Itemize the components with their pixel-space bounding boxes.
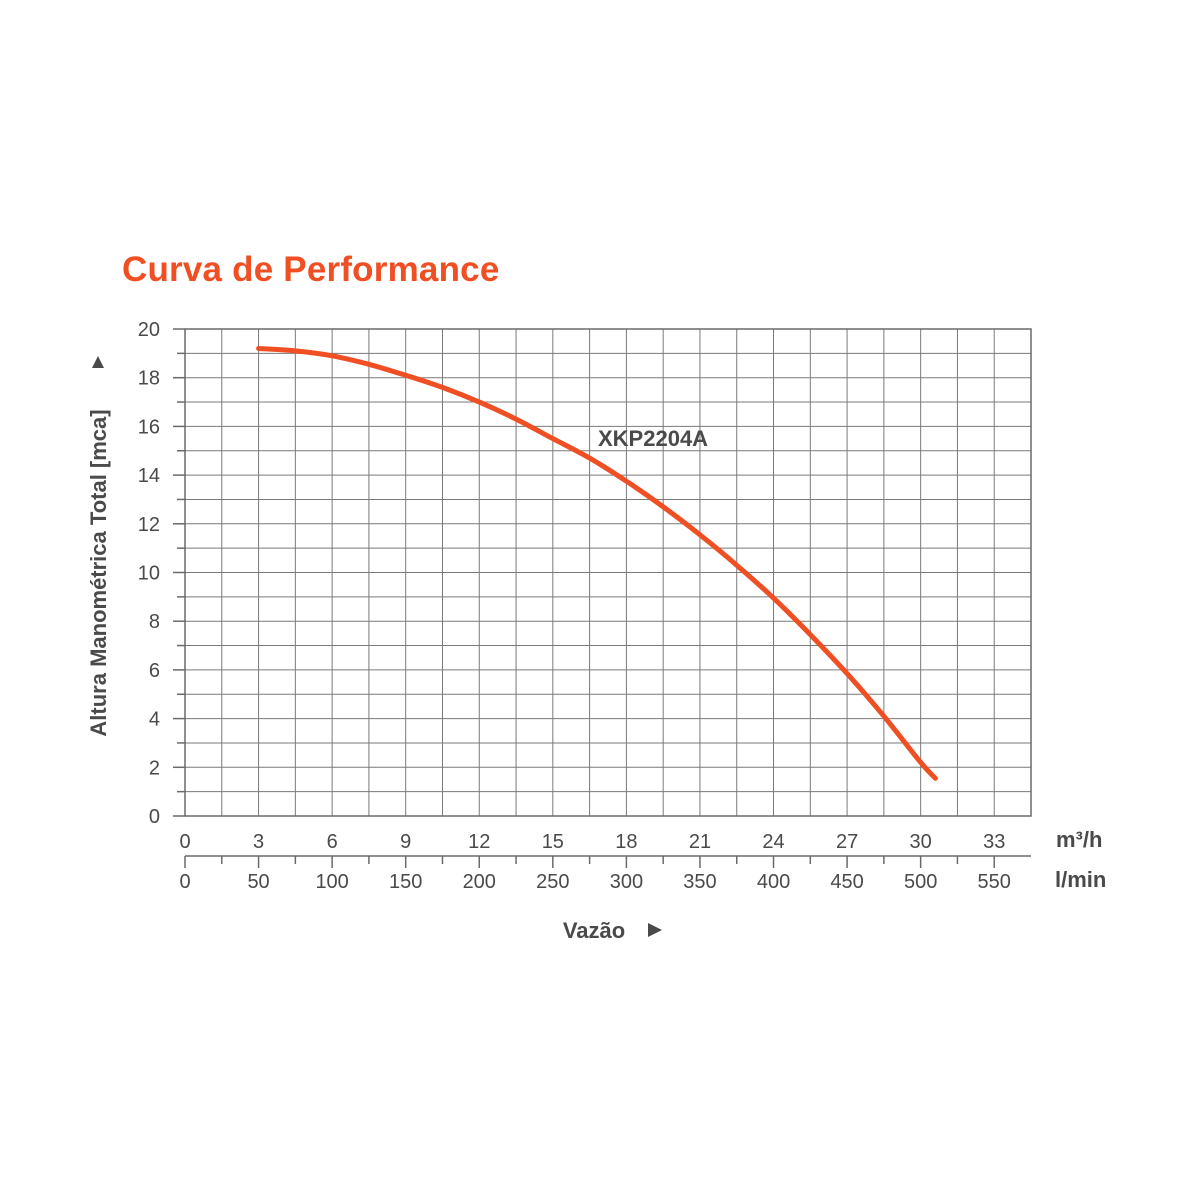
y-tick-label: 14 xyxy=(138,465,160,487)
x-axis-unit-m3h: m³/h xyxy=(1056,827,1102,852)
y-tick-label: 16 xyxy=(138,416,160,438)
series-line-xkp2204a xyxy=(256,346,938,781)
y-tick-label: 8 xyxy=(149,611,160,633)
y-tick-label: 18 xyxy=(138,368,160,390)
y-tick-label: 20 xyxy=(138,319,160,341)
x2-tick-label-lmin: 100 xyxy=(315,871,348,893)
y-axis-title: Altura Manométrica Total [mca] xyxy=(86,409,111,736)
x-tick-label-m3h: 21 xyxy=(689,831,711,853)
x2-tick-label-lmin: 150 xyxy=(389,871,422,893)
y-tick-label: 4 xyxy=(149,709,160,731)
x2-tick-label-lmin: 450 xyxy=(830,871,863,893)
x-axis-unit-lmin: l/min xyxy=(1055,867,1106,892)
y-axis-arrow-icon xyxy=(92,356,104,368)
x-axis-arrow-icon xyxy=(648,923,662,937)
y-tick-label: 12 xyxy=(138,514,160,536)
x-tick-label-m3h: 27 xyxy=(836,831,858,853)
axes xyxy=(173,328,1032,868)
x-tick-label-m3h: 18 xyxy=(615,831,637,853)
y-tick-label: 2 xyxy=(149,757,160,779)
x2-tick-label-lmin: 200 xyxy=(463,871,496,893)
x2-tick-label-lmin: 350 xyxy=(683,871,716,893)
y-tick-label: 0 xyxy=(149,806,160,828)
x-tick-label-m3h: 3 xyxy=(253,831,264,853)
y-tick-label: 10 xyxy=(138,563,160,585)
x-tick-label-m3h: 6 xyxy=(327,831,338,853)
x2-tick-label-lmin: 300 xyxy=(610,871,643,893)
x-tick-label-m3h: 0 xyxy=(179,831,190,853)
x2-tick-label-lmin: 0 xyxy=(179,871,190,893)
x-tick-label-m3h: 9 xyxy=(400,831,411,853)
x2-tick-label-lmin: 500 xyxy=(904,871,937,893)
chart-title: Curva de Performance xyxy=(122,250,500,289)
series: XKP2204A xyxy=(256,346,938,781)
x2-tick-label-lmin: 400 xyxy=(757,871,790,893)
x-axis-title: Vazão xyxy=(563,918,625,943)
x2-tick-label-lmin: 50 xyxy=(247,871,269,893)
series-label-xkp2204a: XKP2204A xyxy=(598,426,708,451)
x-tick-label-m3h: 12 xyxy=(468,831,490,853)
x2-tick-label-lmin: 250 xyxy=(536,871,569,893)
grid xyxy=(185,329,1031,816)
x-tick-label-m3h: 24 xyxy=(762,831,784,853)
y-tick-label: 6 xyxy=(149,660,160,682)
x-tick-label-m3h: 33 xyxy=(983,831,1005,853)
x-tick-label-m3h: 30 xyxy=(910,831,932,853)
x-tick-label-m3h: 15 xyxy=(542,831,564,853)
x2-tick-label-lmin: 550 xyxy=(978,871,1011,893)
